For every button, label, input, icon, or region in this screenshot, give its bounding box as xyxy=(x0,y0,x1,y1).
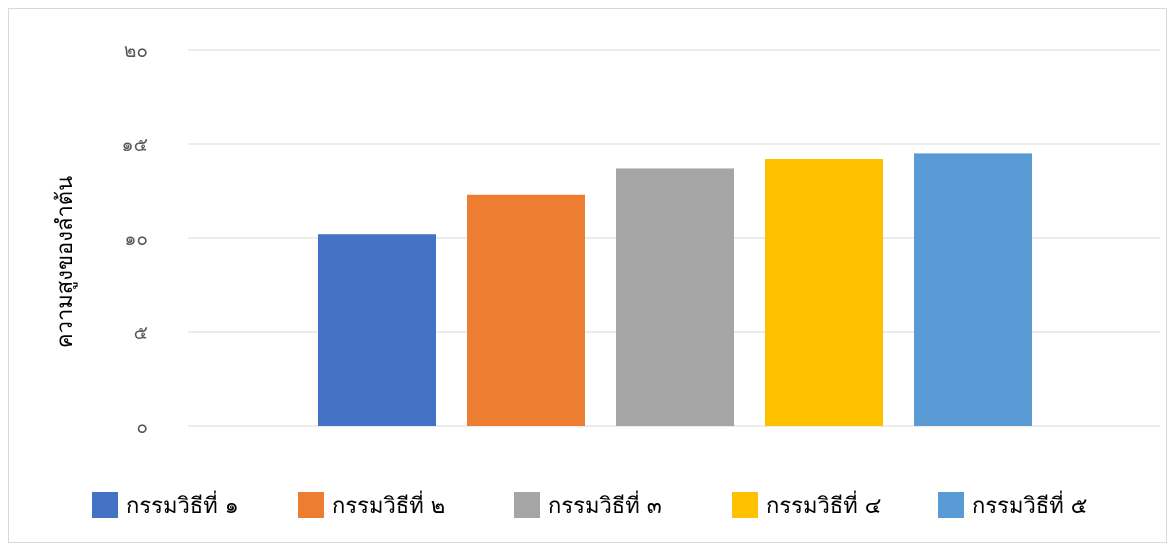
legend-swatch xyxy=(514,492,540,518)
bar xyxy=(914,153,1032,426)
bar xyxy=(318,234,436,426)
y-axis-label: ความสูงของลำต้น xyxy=(53,176,78,348)
legend-swatch xyxy=(938,492,964,518)
legend-label: กรรมวิธีที่ ๔ xyxy=(766,490,881,519)
legend-swatch xyxy=(298,492,324,518)
y-tick-label: ๒๐ xyxy=(124,40,148,62)
bar xyxy=(765,159,883,427)
legend-swatch xyxy=(732,492,758,518)
y-axis-ticks: ๐ ๕ ๑๐ ๑๕ ๒๐ xyxy=(122,40,148,438)
legend-label: กรรมวิธีที่ ๕ xyxy=(972,490,1087,519)
bars xyxy=(318,153,1032,427)
legend-label: กรรมวิธีที่ ๓ xyxy=(548,490,662,519)
legend-label: กรรมวิธีที่ ๑ xyxy=(126,490,239,519)
legend: กรรมวิธีที่ ๑ กรรมวิธีที่ ๒ กรรมวิธีที่ ๓ ก… xyxy=(92,490,1087,519)
legend-swatch xyxy=(92,492,118,518)
y-tick-label: ๐ xyxy=(136,416,148,438)
y-tick-label: ๑๕ xyxy=(122,134,148,156)
y-tick-label: ๑๐ xyxy=(124,228,148,250)
y-tick-label: ๕ xyxy=(134,322,148,344)
legend-label: กรรมวิธีที่ ๒ xyxy=(332,490,445,519)
bar xyxy=(467,194,585,426)
bar xyxy=(616,168,734,426)
